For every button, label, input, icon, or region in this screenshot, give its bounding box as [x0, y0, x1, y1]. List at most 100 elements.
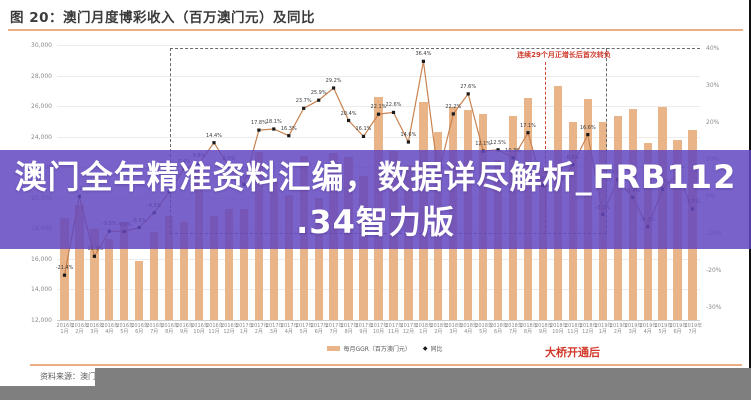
x-axis-label: 2018年 5月	[475, 323, 493, 335]
watermark-banner: 澳门全年精准资料汇编，数据详尽解析_FRB112 .34智力版	[0, 150, 751, 249]
x-axis-label: 2016年 2月	[71, 323, 90, 335]
yoy-point-label: 18.1%	[265, 119, 282, 125]
ggr-bar	[179, 221, 189, 320]
x-axis-label: 2017年 5月	[295, 323, 314, 335]
x-axis-label: 2017年 7月	[325, 323, 344, 335]
x-axis-label: 2018年 1月	[415, 323, 434, 335]
ggr-bar	[284, 195, 293, 320]
annotation-box-left	[170, 48, 171, 233]
growth-streak-annotation: 连续29个月正增长后首次转负	[517, 51, 611, 59]
footer-gray-block-left	[0, 386, 95, 400]
x-axis-label: 2016年 4月	[101, 323, 120, 335]
yoy-point-label: 36.4%	[415, 51, 432, 58]
x-axis-label: 2018年 12月	[579, 323, 598, 335]
ggr-bar	[209, 216, 219, 320]
x-axis-label: 2018年 2月	[430, 323, 449, 335]
watermark-line-2: .34智力版	[296, 202, 455, 241]
annotation-box-top	[170, 48, 700, 49]
left-axis-tick: 30,000	[31, 42, 52, 49]
ggr-bar	[75, 205, 84, 320]
left-axis-tick: 26,000	[31, 103, 52, 111]
ggr-bar	[120, 222, 129, 320]
right-axis-tick: 40%	[706, 45, 720, 52]
x-axis-label: 2016年 6月	[131, 323, 149, 335]
yoy-point-label: 22.2%	[445, 103, 462, 110]
x-axis-label: 2016年 9月	[176, 323, 194, 335]
annotation-box-right	[606, 48, 607, 233]
x-axis-label: 2018年 6月	[490, 323, 508, 335]
ggr-bar	[60, 218, 69, 320]
watermark-line-1: 澳门全年精准资料汇编，数据详尽解析_FRB112	[14, 157, 737, 196]
yoy-point-label: 22.1%	[370, 104, 387, 111]
right-axis-tick: -20%	[706, 267, 722, 274]
legend-item-yoy: ◆ 同比	[423, 344, 443, 353]
x-axis-label: 2017年 9月	[355, 323, 374, 335]
yoy-point-label: 14.6%	[400, 132, 417, 138]
x-axis-label: 2017年 4月	[280, 323, 299, 335]
x-axis-label: 2017年 12月	[400, 323, 419, 335]
x-axis-label: 2019年 5月	[654, 323, 673, 335]
ggr-bar	[314, 197, 323, 320]
x-axis-label: 2019年 2月	[609, 323, 628, 335]
yoy-point-label: 27.6%	[460, 83, 477, 90]
bottom-divider	[30, 364, 742, 366]
left-axis-tick: 28,000	[31, 72, 52, 80]
yoy-point-label: 16.6%	[579, 124, 596, 131]
x-axis-label: 2018年 3月	[445, 323, 464, 335]
left-axis-tick: 16,000	[31, 255, 52, 263]
yoy-point-label: 29.2%	[325, 78, 342, 84]
x-axis-label: 2017年 1月	[235, 323, 254, 335]
x-axis-label: 2017年 11月	[385, 323, 404, 335]
legend-item-ggr: 每月GGR（百万澳门元）	[327, 344, 411, 353]
x-axis-label: 2019年 3月	[624, 323, 643, 335]
yoy-point-label: -16.3%	[85, 246, 104, 253]
x-axis-label: 2018年 9月	[535, 323, 553, 335]
x-axis-label: 2019年 6月	[669, 323, 688, 335]
ggr-bar	[269, 178, 278, 320]
x-axis-label: 2019年 1月	[594, 323, 613, 335]
footer-gray-block	[95, 368, 751, 400]
yoy-point-label: 17.1%	[520, 122, 536, 129]
x-axis-label: 2016年 11月	[206, 323, 224, 335]
yoy-point-label: 25.9%	[310, 90, 327, 97]
x-axis-label: 2018年 4月	[460, 323, 478, 335]
ggr-bar	[224, 208, 234, 320]
x-axis-label: 2019年 4月	[639, 323, 658, 335]
ggr-bar	[239, 209, 249, 320]
yoy-point-label: 17.8%	[250, 120, 267, 127]
x-axis-label: 2017年 8月	[340, 323, 359, 335]
ggr-bar	[90, 228, 99, 320]
right-axis-tick: -30%	[706, 304, 722, 311]
yoy-point-label: 14.4%	[206, 132, 222, 139]
ggr-bar	[105, 238, 114, 320]
yoy-point-label: 16.3%	[280, 125, 297, 132]
gridline	[57, 45, 700, 46]
ggr-bar	[150, 231, 159, 320]
x-axis-label: 2017年 6月	[310, 323, 329, 335]
x-axis-label: 2019年 7月	[684, 323, 703, 335]
legend-yoy-label: 同比	[430, 346, 443, 353]
left-axis-tick: 14,000	[31, 286, 52, 294]
yoy-point-label: 12.5%	[490, 139, 507, 146]
yoy-point-label: 12.1%	[475, 141, 492, 148]
yoy-point-label: 16.1%	[355, 126, 372, 133]
figure-title: 图 20：澳门月度博彩收入（百万澳门元）及同比	[10, 10, 315, 26]
x-axis-label: 2016年 1月	[56, 323, 75, 335]
x-axis-label: 2017年 10月	[370, 323, 389, 335]
bridge-open-note: 大桥开通后	[545, 346, 600, 359]
gridline	[57, 75, 700, 77]
diamond-marker-icon: ◆	[422, 345, 428, 352]
x-axis-label: 2016年 7月	[146, 323, 164, 335]
yoy-point-label: 22.6%	[385, 102, 402, 109]
x-axis-label: 2018年 7月	[505, 323, 523, 335]
x-axis-label: 2018年 8月	[520, 323, 538, 335]
x-axis-label: 2016年 12月	[221, 323, 239, 335]
yoy-point-label: -21.4%	[55, 265, 74, 272]
yoy-point-label: 23.7%	[295, 98, 312, 105]
x-axis-line	[57, 320, 700, 321]
x-axis-label: 2017年 2月	[250, 323, 269, 335]
x-axis-label: 2016年 8月	[161, 323, 179, 335]
left-axis-tick: 24,000	[31, 133, 52, 141]
bridge-open-dashed-line	[545, 62, 546, 233]
